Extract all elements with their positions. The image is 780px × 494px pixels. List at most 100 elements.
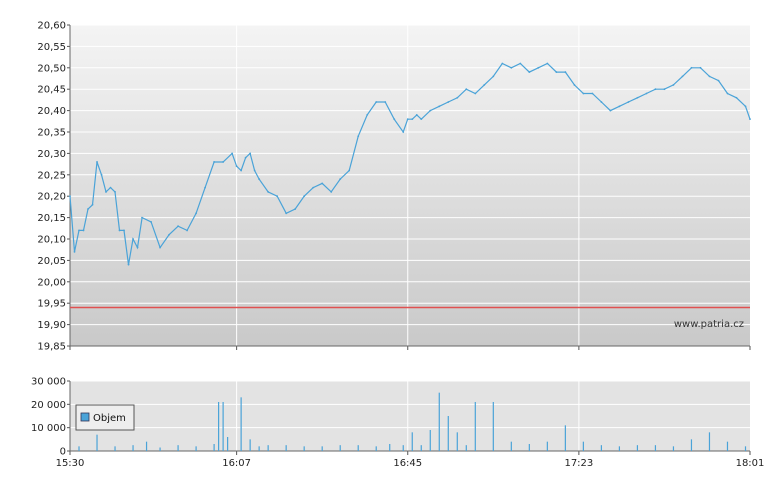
- price-point: [690, 66, 693, 69]
- price-point: [69, 195, 71, 198]
- volume-bar: [303, 446, 305, 451]
- price-point: [636, 96, 639, 99]
- price-point: [415, 113, 418, 116]
- x-tick-label: 16:07: [222, 458, 251, 469]
- volume-bar: [267, 445, 269, 451]
- price-point: [438, 105, 441, 108]
- price-point: [366, 113, 369, 116]
- price-y-tick-label: 20,45: [37, 85, 66, 96]
- volume-bar: [600, 445, 602, 451]
- volume-bar: [389, 444, 391, 451]
- price-point: [627, 101, 630, 103]
- price-point: [357, 135, 360, 138]
- price-y-tick-label: 20,60: [37, 21, 66, 32]
- price-point: [528, 71, 531, 73]
- volume-bar: [96, 434, 98, 451]
- price-y-tick-label: 19,90: [37, 320, 66, 331]
- volume-bar: [546, 441, 548, 451]
- price-point: [118, 229, 121, 232]
- volume-y-tick-label: 10 000: [31, 423, 66, 434]
- volume-bar: [339, 445, 341, 451]
- volume-bar: [492, 402, 494, 451]
- volume-bar: [474, 402, 476, 451]
- price-point: [384, 101, 387, 103]
- price-point: [582, 92, 585, 95]
- price-y-tick-label: 20,00: [37, 277, 66, 288]
- volume-bar: [78, 446, 80, 451]
- volume-bar: [258, 446, 260, 451]
- x-tick-label: 17:23: [564, 458, 593, 469]
- price-point: [136, 246, 139, 249]
- price-point: [519, 62, 522, 65]
- volume-bar: [447, 416, 449, 451]
- price-point: [375, 101, 378, 103]
- volume-bar: [114, 446, 116, 451]
- price-point: [222, 161, 225, 163]
- volume-bar: [132, 445, 134, 451]
- price-point: [303, 195, 306, 198]
- volume-y-tick-label: 0: [60, 447, 66, 458]
- volume-bar: [218, 402, 220, 451]
- price-point: [717, 79, 720, 82]
- price-point: [91, 203, 94, 206]
- price-point: [645, 92, 648, 95]
- volume-bar: [510, 441, 512, 451]
- price-point: [483, 84, 486, 86]
- price-point: [105, 191, 107, 193]
- volume-bar: [654, 445, 657, 451]
- watermark: www.patria.cz: [674, 319, 744, 330]
- price-point: [249, 152, 252, 155]
- price-point: [73, 250, 76, 253]
- price-point: [537, 66, 540, 69]
- price-point: [330, 191, 333, 193]
- price-point: [465, 88, 468, 91]
- price-y-tick-label: 20,35: [37, 128, 66, 139]
- price-point: [294, 208, 297, 210]
- price-point: [591, 92, 594, 95]
- price-point: [127, 263, 130, 266]
- price-y-tick-label: 20,15: [37, 213, 66, 224]
- price-point: [699, 66, 702, 69]
- price-point: [726, 92, 729, 95]
- price-background: [70, 25, 750, 346]
- price-point: [546, 62, 549, 65]
- price-point: [177, 225, 179, 228]
- volume-bar: [177, 445, 179, 451]
- volume-bar: [456, 432, 458, 451]
- price-y-tick-label: 20,10: [37, 235, 66, 246]
- volume-bar: [285, 445, 287, 451]
- price-point: [447, 101, 450, 103]
- volume-bar: [402, 445, 404, 451]
- price-point: [402, 131, 405, 133]
- price-point: [123, 229, 125, 232]
- price-point: [276, 195, 279, 198]
- price-point: [96, 161, 98, 163]
- volume-bar: [726, 441, 729, 451]
- volume-bar: [213, 444, 215, 451]
- price-point: [258, 178, 261, 180]
- price-y-tick-label: 19,95: [37, 299, 66, 310]
- price-point: [253, 169, 256, 172]
- price-point: [213, 161, 216, 163]
- price-point: [618, 105, 621, 108]
- x-tick-label: 15:30: [56, 458, 85, 469]
- price-y-tick-label: 20,40: [37, 106, 66, 117]
- price-point: [663, 88, 666, 91]
- volume-background: [70, 381, 750, 451]
- volume-bar: [465, 445, 467, 451]
- price-point: [231, 152, 234, 155]
- price-point: [708, 75, 711, 78]
- price-point: [204, 186, 206, 189]
- price-point: [195, 212, 197, 215]
- price-point: [267, 191, 270, 193]
- volume-bar: [321, 446, 323, 451]
- x-tick-label: 16:45: [393, 458, 422, 469]
- price-point: [186, 229, 188, 232]
- price-point: [78, 229, 80, 232]
- volume-bar: [195, 446, 197, 451]
- price-point: [150, 220, 152, 223]
- volume-bar: [357, 445, 359, 451]
- price-point: [285, 212, 288, 215]
